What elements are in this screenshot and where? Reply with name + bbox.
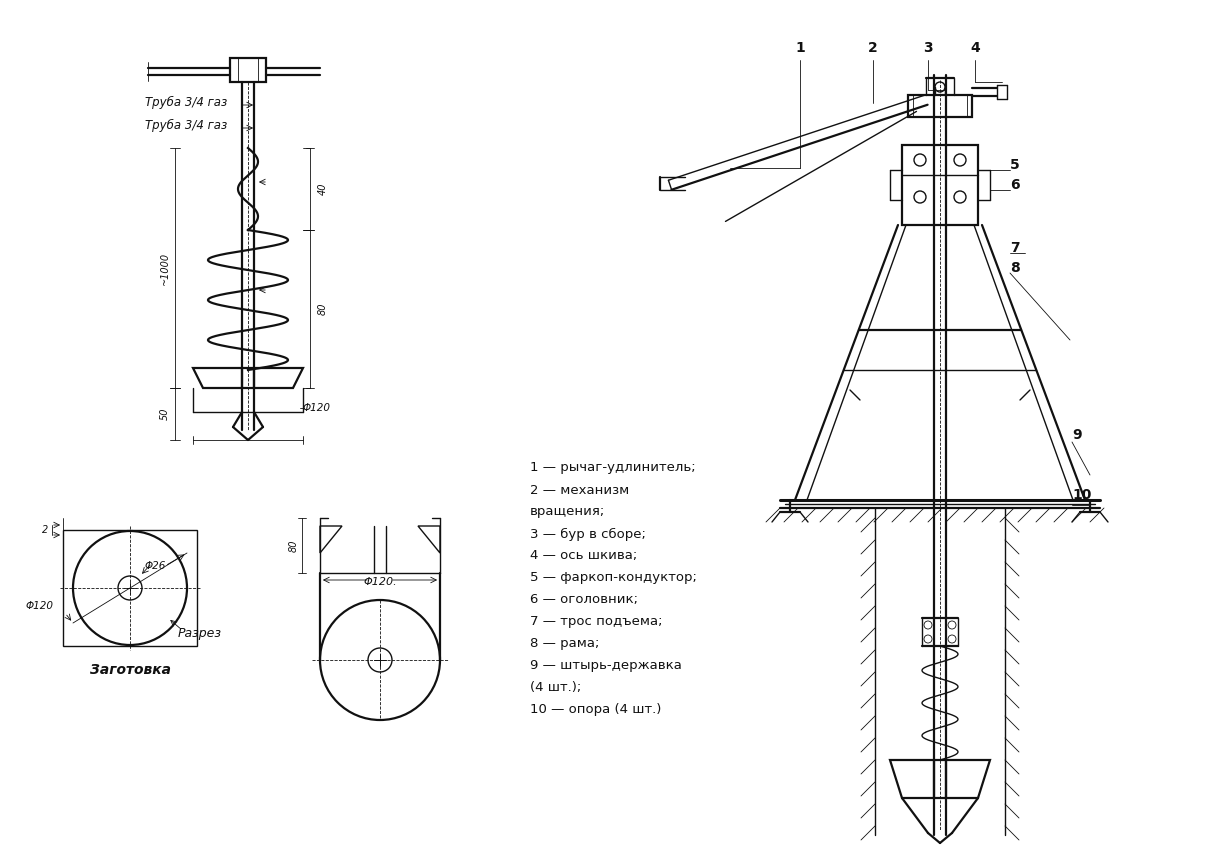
Polygon shape [890,760,990,798]
Text: 8 — рама;: 8 — рама; [529,637,599,650]
Text: 5 — фаркоп-кондуктор;: 5 — фаркоп-кондуктор; [529,572,697,585]
Text: 10 — опора (4 шт.): 10 — опора (4 шт.) [529,703,661,716]
Polygon shape [193,368,303,388]
Text: 3: 3 [923,41,932,55]
Text: 2 — механизм: 2 — механизм [529,483,630,496]
Text: ~1000: ~1000 [160,251,170,285]
Text: 2: 2 [868,41,878,55]
Text: 40: 40 [318,183,328,195]
Text: 50: 50 [160,408,170,420]
Text: 4 — ось шкива;: 4 — ось шкива; [529,550,637,563]
Text: 2: 2 [42,525,48,535]
Text: вращения;: вращения; [529,506,605,519]
Text: Труба 3/4 газ: Труба 3/4 газ [145,95,227,108]
Text: 1 — рычаг-удлинитель;: 1 — рычаг-удлинитель; [529,462,696,475]
Text: Разрез: Разрез [178,626,222,639]
Text: 1: 1 [795,41,804,55]
Text: 80: 80 [318,303,328,315]
Text: Φ120.: Φ120. [363,577,397,587]
Text: 6: 6 [1009,178,1019,192]
Text: 9 — штырь-державка: 9 — штырь-державка [529,660,681,673]
Text: 4: 4 [970,41,979,55]
Text: 9: 9 [1072,428,1082,442]
Text: 6 — оголовник;: 6 — оголовник; [529,593,638,606]
Text: 80: 80 [289,540,299,553]
Text: 8: 8 [1009,261,1020,275]
Text: 3 — бур в сборе;: 3 — бур в сборе; [529,527,646,540]
Polygon shape [230,58,267,82]
Text: (4 шт.);: (4 шт.); [529,682,581,695]
Text: 10: 10 [1072,488,1091,502]
Text: 7: 7 [1009,241,1019,255]
Text: Φ120: Φ120 [25,601,53,611]
Text: Труба 3/4 газ: Труба 3/4 газ [145,119,227,132]
Text: Φ26: Φ26 [144,561,165,571]
Text: Φ120: Φ120 [302,403,330,413]
Text: 5: 5 [1009,158,1020,172]
Text: Заготовка: Заготовка [89,663,170,677]
Text: 7 — трос подъема;: 7 — трос подъема; [529,616,662,629]
